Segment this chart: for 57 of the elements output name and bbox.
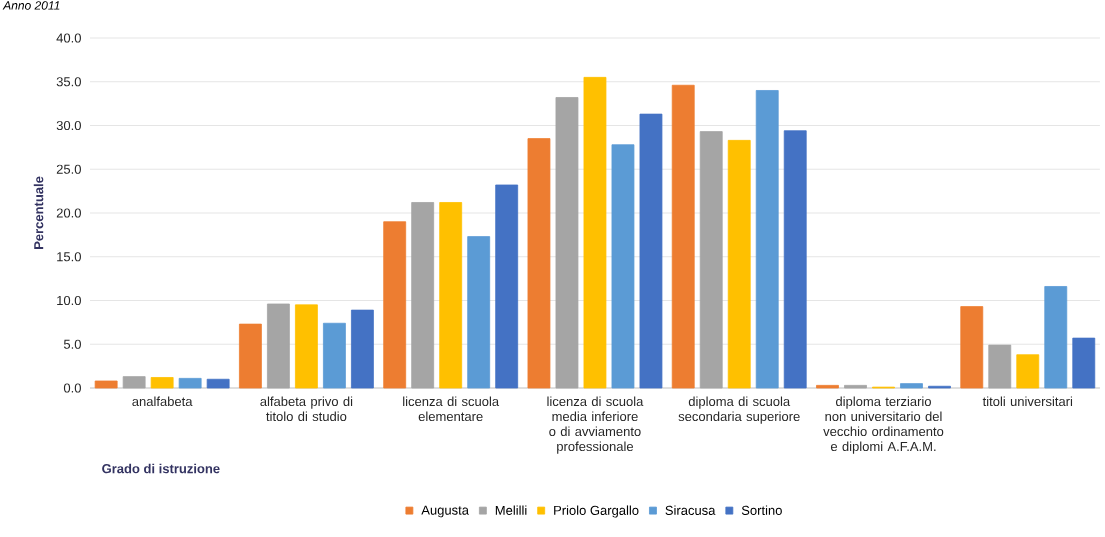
bar bbox=[900, 383, 923, 389]
bar bbox=[555, 97, 579, 389]
bar bbox=[206, 378, 230, 389]
bar bbox=[295, 304, 318, 389]
bar bbox=[495, 184, 519, 389]
bar bbox=[467, 236, 491, 389]
bar bbox=[583, 76, 607, 389]
y-tick-label: 15.0 bbox=[57, 252, 81, 262]
y-tick-label: 30.0 bbox=[56, 120, 81, 131]
y-tick-label: 0.0 bbox=[63, 383, 81, 393]
bar bbox=[178, 377, 202, 389]
y-axis-title: Percentuale bbox=[33, 176, 44, 249]
bar bbox=[1072, 337, 1096, 389]
bar bbox=[1044, 286, 1068, 389]
y-tick-label: 40.0 bbox=[56, 33, 81, 43]
x-tick-label: analfabeta bbox=[132, 396, 193, 407]
legend-label: Siracusa bbox=[665, 505, 716, 515]
x-tick-label: titoli universitari bbox=[982, 396, 1073, 407]
x-axis-title: Grado di istruzione bbox=[102, 463, 220, 474]
bar bbox=[411, 202, 435, 389]
bar bbox=[671, 84, 695, 389]
bar bbox=[239, 323, 262, 389]
bar bbox=[94, 380, 118, 389]
x-tick-label: alfabeta privo di titolo di studio bbox=[260, 396, 353, 422]
bar bbox=[150, 377, 174, 389]
chart-title: Anno 2011 bbox=[2, 1, 60, 10]
y-tick-label: 35.0 bbox=[56, 77, 81, 87]
bar bbox=[611, 144, 635, 389]
x-tick-label: diploma terziario non universitario del vecchio ordinamento e diplomi A.F.A.M. bbox=[823, 396, 944, 454]
bar bbox=[844, 384, 867, 389]
x-tick-label: licenza di scuola elementare bbox=[403, 396, 500, 422]
bar bbox=[816, 384, 839, 389]
bar bbox=[383, 221, 407, 389]
bar bbox=[351, 309, 374, 389]
bar bbox=[783, 130, 807, 389]
bar bbox=[439, 202, 463, 389]
bar bbox=[122, 376, 146, 389]
bar bbox=[960, 306, 984, 389]
bar bbox=[699, 131, 723, 389]
bar bbox=[755, 90, 779, 389]
legend-label: Priolo Gargallo bbox=[554, 505, 639, 518]
y-tick-label: 20.0 bbox=[56, 208, 81, 218]
y-tick-label: 25.0 bbox=[56, 164, 81, 174]
bar bbox=[988, 344, 1012, 389]
bar bbox=[1016, 354, 1040, 389]
x-tick-label: diploma di scuola secondaria superiore bbox=[678, 396, 800, 424]
y-tick-label: 10.0 bbox=[57, 295, 81, 306]
bar bbox=[323, 322, 346, 389]
y-tick-label: 5.0 bbox=[63, 339, 81, 349]
bar bbox=[267, 303, 290, 389]
legend-label: Sortino bbox=[741, 505, 782, 515]
x-tick-label: licenza di scuola media inferiore o di avviamento professionale bbox=[547, 396, 644, 454]
bar bbox=[639, 113, 663, 389]
bar bbox=[527, 138, 551, 389]
legend-label: Augusta bbox=[421, 505, 469, 518]
legend-label: Melilli bbox=[495, 505, 527, 515]
bar bbox=[727, 139, 751, 389]
